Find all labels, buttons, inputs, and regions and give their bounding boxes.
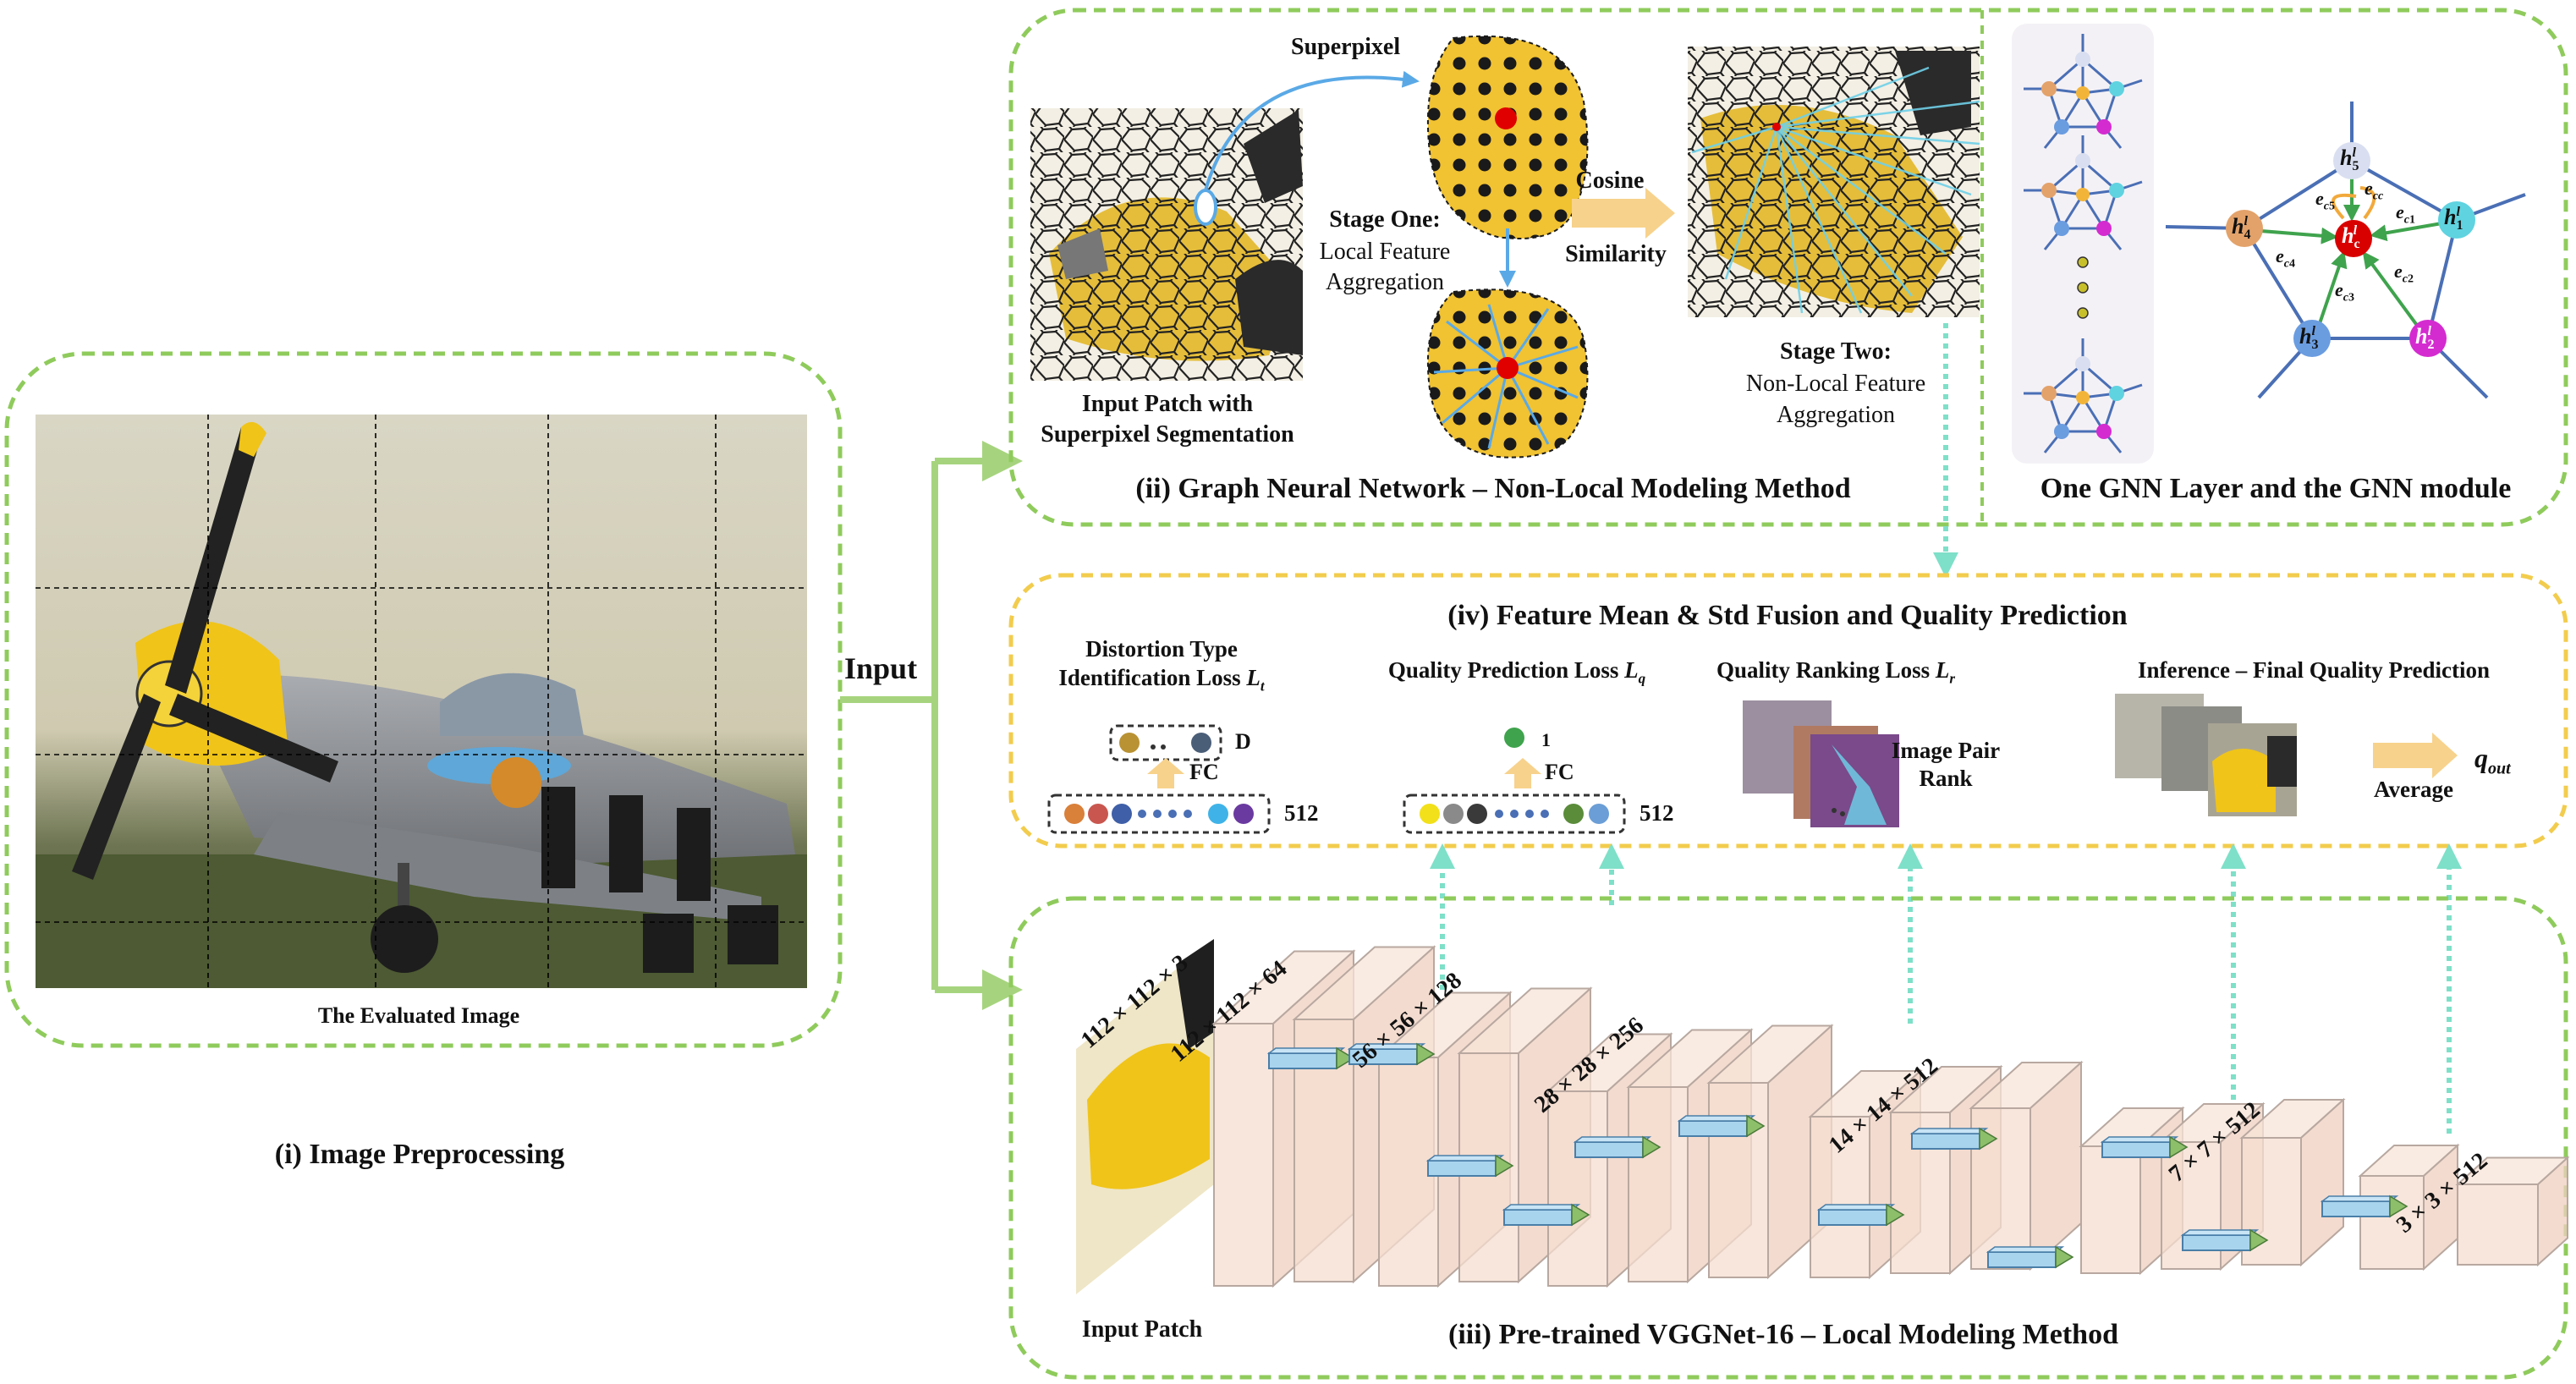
distortion-dim-label: 512 [1284, 800, 1319, 826]
image-pair-label-2: Rank [1919, 766, 1973, 791]
quality-fc-label: FC [1545, 760, 1574, 784]
input-patch-caption-2: Superpixel Segmentation [1041, 421, 1294, 448]
inference-label: Inference – Final Quality Prediction [2138, 657, 2490, 683]
quality-feature-vector [1403, 794, 1626, 834]
q-out-label: qout [2474, 743, 2511, 778]
d-label: D [1235, 729, 1251, 754]
input-patch-caption-1: Input Patch with [1081, 391, 1254, 417]
node-label-hc: hcl [2342, 223, 2360, 252]
stage-two-patch [1688, 47, 1980, 317]
vgg-input-patch-label: Input Patch [1081, 1316, 1203, 1343]
fusion-panel [1008, 573, 2568, 849]
quality-output-node [1504, 728, 1524, 748]
vgg-connector [2180, 1228, 2269, 1252]
stage-two-desc-1: Non-Local Feature [1745, 371, 1926, 397]
gnn-title: (ii) Graph Neural Network – Non-Local Mo… [1135, 473, 1851, 504]
fusion-title: (iv) Feature Mean & Std Fusion and Quali… [1447, 600, 2128, 631]
node-label-h1: h1l [2444, 205, 2463, 233]
superpixel-arrow [1204, 70, 1420, 191]
vgg-connector [2320, 1195, 2408, 1218]
similarity-label: Similarity [1565, 241, 1667, 267]
quality-prediction-label: Quality Prediction Loss Lq [1387, 657, 1646, 687]
distortion-label-1: Distortion Type [1085, 636, 1238, 662]
vgg-connector [1986, 1245, 2074, 1269]
distortion-feature-vector [1047, 794, 1271, 834]
superpixel-blob-stage-one [1426, 35, 1589, 239]
one-label: 1 [1541, 729, 1551, 750]
vgg-connector [1573, 1135, 1661, 1159]
quality-fc-arrow [1504, 758, 1541, 788]
stage-one-desc-2: Aggregation [1326, 269, 1444, 295]
mini-graph [2024, 34, 2143, 149]
edge-label-ec1: ec1 [2396, 201, 2415, 227]
edge-label-ec5: ec5 [2315, 188, 2335, 213]
average-arrow [2373, 733, 2458, 778]
image-pair-thumbnails [1743, 700, 1899, 827]
edge-label-ec2: ec2 [2394, 261, 2414, 286]
node-label-h3: h3l [2299, 324, 2319, 353]
gnn-panel [1008, 8, 2568, 527]
vgg-input-patch [1076, 939, 1214, 1294]
vgg-feature-block [1969, 1060, 2084, 1271]
cosine-label: Cosine [1575, 168, 1645, 194]
vgg-connector [1502, 1203, 1590, 1227]
node-label-h5: h5l [2340, 146, 2359, 174]
vgg-connector [1347, 1042, 1436, 1066]
vgg-panel [1008, 896, 2568, 1380]
vgg-connector [1816, 1203, 1905, 1227]
node-label-h2: h2l [2415, 324, 2435, 353]
superpixel-blob-aggregated [1427, 288, 1589, 459]
vgg-connector [1677, 1114, 1766, 1138]
edge-label-ecc: ecc [2365, 178, 2384, 203]
vgg-connector [1909, 1127, 1998, 1151]
superpixel-label: Superpixel [1291, 34, 1401, 60]
input-patch-superpixel [1030, 108, 1303, 381]
distortion-fc-label: FC [1189, 760, 1219, 784]
ranking-label: Quality Ranking Loss Lr [1716, 657, 1955, 687]
stage-one-title: Stage One: [1329, 206, 1441, 233]
preprocessing-title: (i) Image Preprocessing [274, 1139, 565, 1170]
average-label: Average [2374, 777, 2453, 802]
input-label: Input [844, 651, 918, 685]
vgg-connector [2100, 1135, 2189, 1159]
edge-label-ec3: ec3 [2335, 279, 2354, 305]
mini-graph [2024, 338, 2143, 453]
gnn-mini-graphs [2024, 34, 2143, 453]
distortion-output-vector [1109, 724, 1222, 761]
vgg-feature-block [2455, 1156, 2570, 1267]
vgg-title: (iii) Pre-trained VGGNet-16 – Local Mode… [1448, 1319, 2118, 1350]
stage-two-title: Stage Two: [1780, 338, 1892, 365]
vgg-connector [1425, 1154, 1514, 1178]
quality-dim-label: 512 [1640, 800, 1674, 826]
gnn-module-ellipsis [2077, 256, 2089, 319]
mini-graph [2024, 135, 2143, 250]
evaluated-image-caption: The Evaluated Image [317, 1003, 520, 1028]
vgg-connector [1266, 1046, 1355, 1070]
vgg-feature-block [2358, 1143, 2460, 1271]
stage-two-desc-2: Aggregation [1777, 402, 1895, 428]
gnn-module-stack [2012, 24, 2154, 464]
distortion-label-2: Identification Loss Lt [1058, 665, 1265, 695]
node-label-h4: h4l [2232, 214, 2251, 243]
gnn-layer-title: One GNN Layer and the GNN module [2040, 473, 2512, 504]
gnn-layer-graph [2165, 102, 2526, 399]
image-pair-label-1: Image Pair [1891, 738, 2001, 763]
edge-label-ec4: ec4 [2276, 245, 2295, 271]
evaluated-image [36, 415, 807, 988]
cosine-similarity-arrow [1572, 188, 1675, 239]
vgg-connectors [1266, 1042, 2408, 1269]
input-connector [840, 441, 1023, 1010]
stage-one-desc-1: Local Feature [1319, 239, 1451, 265]
inference-thumbnails [2115, 694, 2297, 816]
distortion-fc-arrow [1147, 758, 1184, 788]
